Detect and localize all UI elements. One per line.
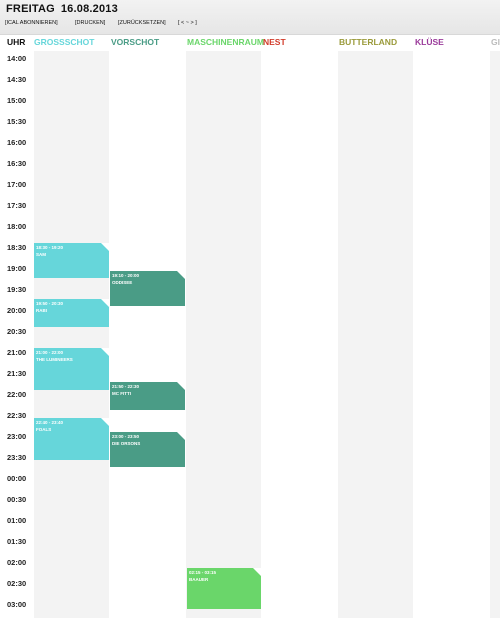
stage-header-grossschot: GROSSSCHOT (34, 37, 95, 47)
event-block[interactable]: 02:15 - 03:15 BAAUER (187, 568, 261, 609)
day-title: FREITAG 16.08.2013 (6, 3, 118, 15)
time-label: 23:30 (7, 453, 27, 462)
time-label: 17:00 (7, 180, 27, 189)
fold-corner-icon (101, 243, 109, 251)
fold-corner-icon (101, 348, 109, 356)
time-label: 19:30 (7, 285, 27, 294)
time-label: 16:30 (7, 159, 27, 168)
header-bar: FREITAG 16.08.2013 [ICAL ABONNIEREN] [DRU… (0, 0, 500, 35)
event-block[interactable]: 21:00 - 22:00 THE LUMINEERS (34, 348, 109, 390)
fold-corner-icon (177, 432, 185, 440)
stage-header-vorschot: VORSCHOT (111, 37, 160, 47)
event-name: ODDISEE (112, 279, 133, 285)
event-block[interactable]: 21:50 - 22:30 MC FITTI (110, 382, 185, 410)
time-label: 14:30 (7, 75, 27, 84)
time-label: 17:30 (7, 201, 27, 210)
stage-column-grossschot (34, 51, 109, 618)
event-name: BAAUER (189, 576, 209, 582)
event-time: 02:15 - 03:15 (189, 570, 217, 575)
stage-header-nest: NEST (263, 37, 286, 47)
event-name: FOALS (36, 426, 52, 432)
event-time: 18:30 - 19:20 (36, 245, 64, 250)
stage-header-maschinenraum: MASCHINENRAUM (187, 37, 264, 47)
stage-column-kluese (414, 51, 489, 618)
event-time: 23:00 - 23:50 (112, 434, 140, 439)
fold-corner-icon (177, 271, 185, 279)
time-column-label: UHR (7, 37, 26, 47)
schedule-grid: 14:00 14:30 15:00 15:30 16:00 16:30 17:00 17:30… (0, 51, 500, 618)
time-label: 22:30 (7, 411, 27, 420)
time-label: 03:00 (7, 600, 27, 609)
event-time: 21:00 - 22:00 (36, 350, 64, 355)
time-label: 18:30 (7, 243, 27, 252)
time-label: 02:00 (7, 558, 27, 567)
time-label: 15:00 (7, 96, 27, 105)
column-header: UHR GROSSSCHOT VORSCHOT MASCHINENRAUM NE… (0, 37, 500, 51)
time-label: 00:30 (7, 495, 27, 504)
time-label: 02:30 (7, 579, 27, 588)
stage-column-butterland (338, 51, 413, 618)
stage-column-maschinenraum (186, 51, 261, 618)
event-name: SAM (36, 251, 46, 257)
event-block[interactable]: 19:50 - 20:30 RABI (34, 299, 109, 327)
ical-subscribe-link[interactable]: [ICAL ABONNIEREN] (5, 20, 58, 26)
time-label: 00:00 (7, 474, 27, 483)
event-name: MC FITTI (112, 390, 131, 396)
event-time: 22:40 - 23:40 (36, 420, 64, 425)
stage-header-kluese: KLÜSE (415, 37, 444, 47)
fold-corner-icon (101, 418, 109, 426)
date-label: 16.08.2013 (60, 3, 118, 15)
event-name: DIE ORSONS (112, 440, 141, 446)
event-block[interactable]: 22:40 - 23:40 FOALS (34, 418, 109, 460)
time-label: 01:00 (7, 516, 27, 525)
event-name: THE LUMINEERS (36, 356, 73, 362)
time-label: 01:30 (7, 537, 27, 546)
time-label: 19:00 (7, 264, 27, 273)
stage-column-vorschot (110, 51, 185, 618)
stage-header-gi: GI (491, 37, 500, 47)
navigate-link[interactable]: [ < ~ > ] (178, 20, 197, 26)
stage-column-gi (490, 51, 500, 618)
time-label: 20:00 (7, 306, 27, 315)
stage-header-butterland: BUTTERLAND (339, 37, 398, 47)
time-label: 18:00 (7, 222, 27, 231)
event-block[interactable]: 18:30 - 19:20 SAM (34, 243, 109, 278)
time-label: 15:30 (7, 117, 27, 126)
time-label: 21:30 (7, 369, 27, 378)
event-time: 19:10 - 20:00 (112, 273, 140, 278)
stage-column-nest (262, 51, 337, 618)
fold-corner-icon (253, 568, 261, 576)
fold-corner-icon (101, 299, 109, 307)
event-block[interactable]: 19:10 - 20:00 ODDISEE (110, 271, 185, 306)
time-label: 16:00 (7, 138, 27, 147)
time-label: 20:30 (7, 327, 27, 336)
time-label: 22:00 (7, 390, 27, 399)
event-block[interactable]: 23:00 - 23:50 DIE ORSONS (110, 432, 185, 467)
time-label: 23:00 (7, 432, 27, 441)
event-time: 21:50 - 22:30 (112, 384, 140, 389)
print-link[interactable]: [DRUCKEN] (75, 20, 106, 26)
fold-corner-icon (177, 382, 185, 390)
event-name: RABI (36, 307, 47, 313)
day-name: FREITAG (6, 3, 55, 15)
time-label: 14:00 (7, 54, 27, 63)
event-time: 19:50 - 20:30 (36, 301, 64, 306)
reset-link[interactable]: [ZURÜCKSETZEN] (118, 20, 166, 26)
time-label: 21:00 (7, 348, 27, 357)
